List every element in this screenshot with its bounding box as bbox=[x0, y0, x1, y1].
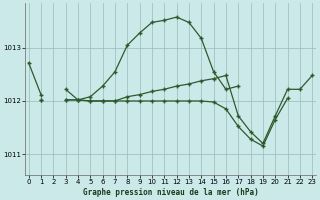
X-axis label: Graphe pression niveau de la mer (hPa): Graphe pression niveau de la mer (hPa) bbox=[83, 188, 258, 197]
